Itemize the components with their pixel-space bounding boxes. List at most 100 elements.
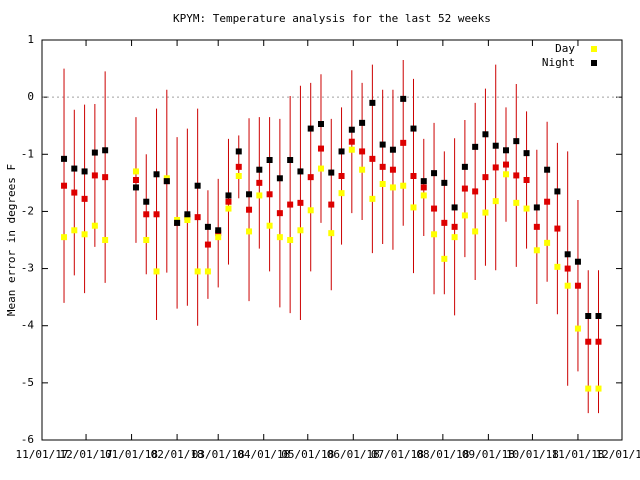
point: [431, 231, 438, 238]
x-tick-label: 07/01/18: [371, 448, 424, 461]
point: [574, 282, 581, 289]
point: [400, 139, 407, 146]
point: [266, 222, 273, 229]
y-tick-label: -1: [21, 147, 34, 160]
point: [184, 217, 191, 223]
point: [307, 207, 314, 214]
point: [369, 99, 376, 106]
point: [194, 268, 201, 275]
point: [91, 149, 98, 156]
chart-title: KPYM: Temperature analysis for the last …: [173, 12, 491, 25]
point: [102, 237, 109, 243]
point: [276, 175, 283, 182]
y-tick-label: -6: [21, 433, 34, 446]
point: [235, 148, 242, 155]
point: [410, 173, 417, 179]
point: [585, 313, 592, 319]
point: [61, 155, 68, 162]
plot-frame: [41, 39, 623, 441]
point: [71, 227, 78, 234]
point: [420, 192, 427, 199]
point: [369, 195, 376, 202]
point: [482, 174, 489, 181]
y-tick-label: 1: [27, 33, 34, 46]
x-tick-label: 01/01/18: [105, 448, 158, 461]
legend-label: Night: [542, 56, 575, 69]
point: [564, 265, 571, 272]
y-tick-label: -3: [21, 262, 34, 275]
point: [153, 171, 160, 178]
point: [544, 166, 551, 173]
point: [554, 225, 561, 232]
point: [338, 190, 345, 197]
point: [102, 147, 109, 154]
point: [585, 385, 592, 392]
point: [287, 237, 294, 243]
x-tick-label: 05/01/18: [281, 448, 334, 461]
x-tick-label: 03/01/18: [192, 448, 245, 461]
legend-label: Day: [555, 42, 575, 55]
point: [317, 145, 324, 152]
point: [91, 222, 98, 229]
y-tick-label: -4: [21, 319, 35, 332]
point: [431, 205, 438, 212]
point: [461, 163, 468, 170]
point: [379, 163, 386, 170]
point: [338, 148, 345, 155]
point: [338, 173, 345, 179]
point: [194, 214, 201, 221]
point: [287, 157, 294, 163]
y-tick-label: 0: [27, 90, 34, 103]
point: [215, 234, 222, 241]
point: [400, 95, 407, 102]
point: [461, 212, 468, 219]
point: [574, 258, 581, 265]
point: [61, 234, 68, 241]
point: [328, 169, 335, 176]
point: [348, 126, 355, 133]
point: [276, 210, 283, 217]
point: [420, 178, 427, 185]
point: [256, 192, 263, 199]
point: [451, 234, 458, 241]
point: [297, 227, 304, 234]
point: [61, 182, 68, 189]
point: [163, 178, 170, 185]
point: [554, 263, 561, 270]
point: [482, 209, 489, 216]
point: [533, 247, 540, 254]
point: [317, 165, 324, 172]
point: [564, 251, 571, 258]
point: [266, 191, 273, 198]
point: [544, 198, 551, 205]
point: [513, 172, 520, 179]
point: [91, 172, 98, 179]
point: [585, 338, 592, 345]
point: [513, 138, 520, 145]
y-axis-label: Mean error in degrees F: [5, 164, 18, 316]
point: [297, 168, 304, 175]
point: [564, 282, 571, 289]
x-tick-label: 11/01/17: [16, 448, 69, 461]
x-tick-label: 04/01/18: [237, 448, 290, 461]
point: [503, 171, 509, 178]
point: [246, 206, 253, 213]
point: [204, 268, 211, 275]
point: [102, 174, 109, 181]
point: [153, 268, 160, 275]
point: [359, 166, 366, 173]
point: [184, 211, 191, 218]
point: [225, 192, 232, 199]
point: [328, 201, 335, 208]
point: [503, 147, 509, 154]
point: [369, 155, 376, 162]
point: [348, 138, 355, 145]
point: [194, 182, 201, 189]
point: [328, 230, 335, 237]
point: [492, 164, 499, 171]
point: [492, 142, 499, 149]
point: [174, 219, 181, 226]
x-tick-label: 12/01/18: [596, 448, 640, 461]
x-tick-label: 10/01/18: [506, 448, 559, 461]
